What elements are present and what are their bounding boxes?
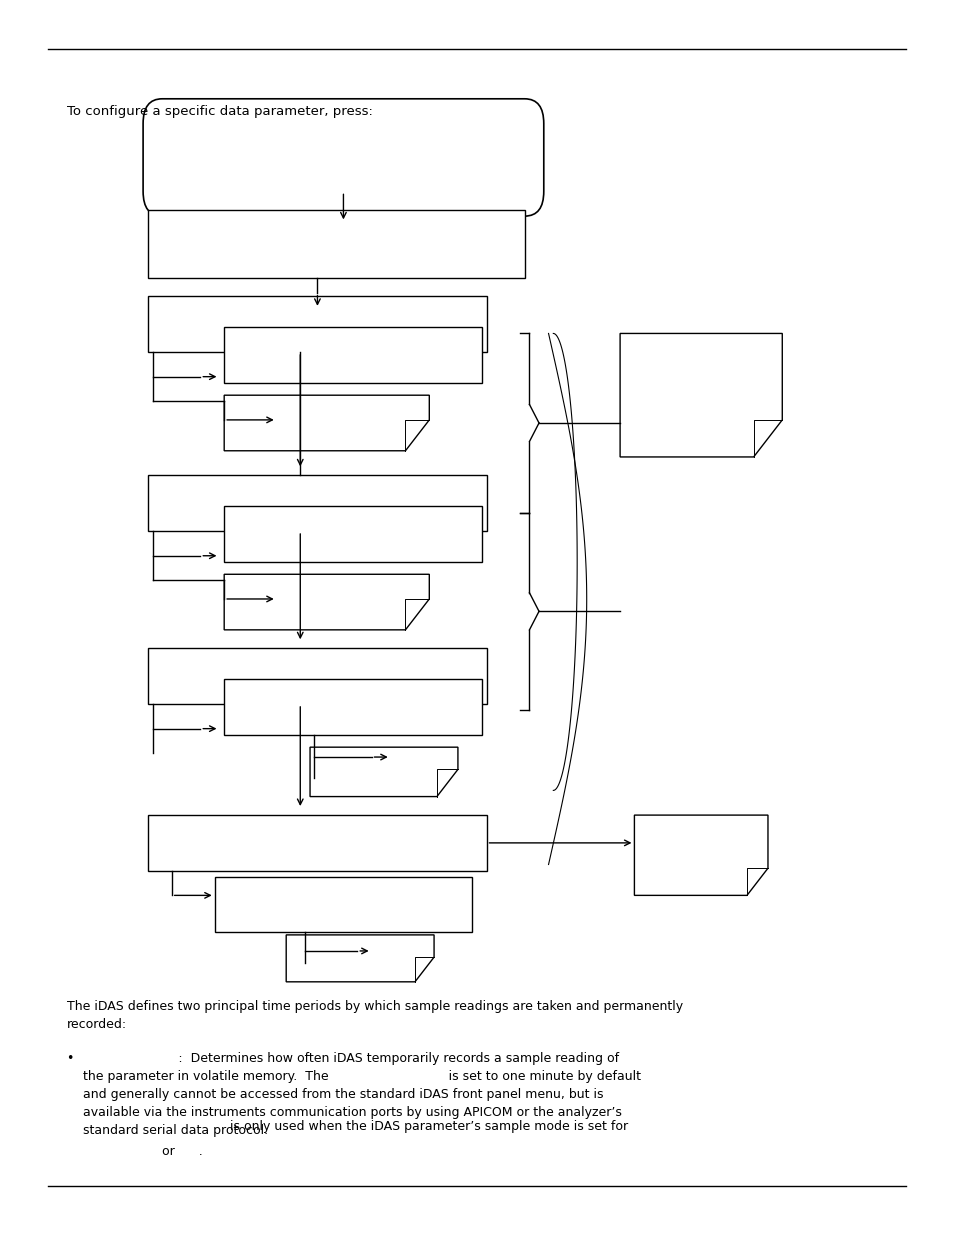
Text: The iDAS defines two principal time periods by which sample readings are taken a: The iDAS defines two principal time peri…	[67, 1000, 682, 1031]
FancyBboxPatch shape	[224, 506, 481, 562]
Polygon shape	[286, 935, 434, 982]
Text: is only used when the iDAS parameter’s sample mode is set for: is only used when the iDAS parameter’s s…	[114, 1120, 628, 1134]
Text: available via the instruments communication ports by using APICOM or the analyze: available via the instruments communicat…	[67, 1107, 621, 1119]
FancyBboxPatch shape	[143, 99, 543, 216]
Text: To configure a specific data parameter, press:: To configure a specific data parameter, …	[67, 105, 373, 119]
Polygon shape	[224, 395, 429, 451]
FancyBboxPatch shape	[224, 679, 481, 735]
Text: or      .: or .	[114, 1145, 203, 1158]
FancyBboxPatch shape	[148, 648, 486, 704]
Text: •                          :  Determines how often iDAS temporarily records a sa: • : Determines how often iDAS temporaril…	[67, 1052, 618, 1066]
Text: standard serial data protocol.: standard serial data protocol.	[67, 1124, 268, 1137]
FancyBboxPatch shape	[148, 815, 486, 871]
FancyBboxPatch shape	[148, 210, 524, 278]
FancyBboxPatch shape	[224, 327, 481, 383]
Polygon shape	[224, 574, 429, 630]
Text: the parameter in volatile memory.  The                              is set to on: the parameter in volatile memory. The is…	[67, 1070, 640, 1083]
FancyBboxPatch shape	[148, 296, 486, 352]
FancyBboxPatch shape	[214, 877, 472, 932]
Polygon shape	[310, 747, 457, 797]
FancyBboxPatch shape	[148, 475, 486, 531]
Polygon shape	[619, 333, 781, 457]
Polygon shape	[634, 815, 767, 895]
Text: and generally cannot be accessed from the standard iDAS front panel menu, but is: and generally cannot be accessed from th…	[67, 1088, 602, 1102]
